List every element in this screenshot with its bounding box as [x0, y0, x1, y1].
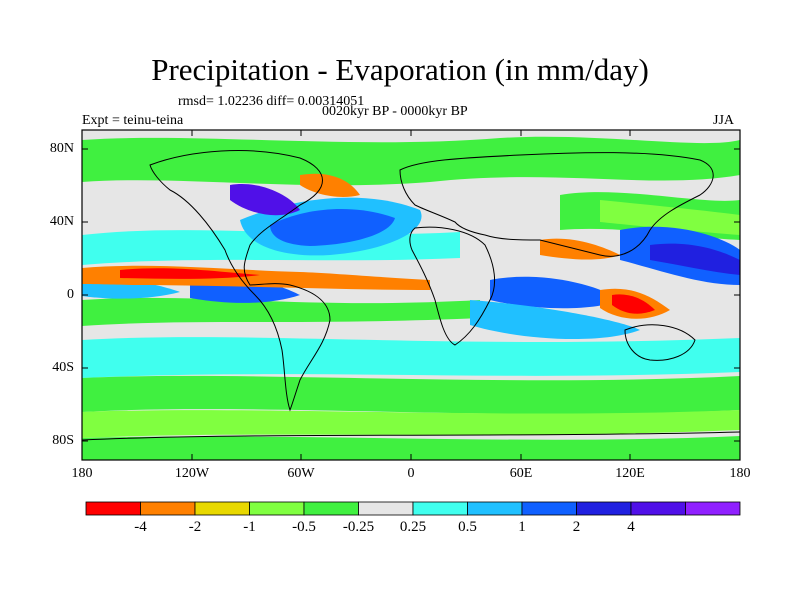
colorbar-label: -0.25: [342, 519, 375, 535]
lat-label-80n: 80N: [49, 141, 74, 156]
lon-label-0: 0: [407, 466, 415, 481]
colorbar-swatch: [630, 501, 686, 516]
page-title: Precipitation - Evaporation (in mm/day): [151, 52, 649, 87]
colorbar-swatch: [521, 501, 577, 516]
lon-label-120w: 120W: [174, 466, 210, 481]
colorbar: [85, 501, 741, 516]
coastlines: [81, 150, 741, 441]
colorbar-swatch: [358, 501, 414, 516]
colorbar-label: 2: [572, 519, 581, 535]
colorbar-label: 4: [627, 519, 635, 535]
colorbar-swatch: [576, 501, 632, 516]
colorbar-swatch: [194, 501, 250, 516]
lat-label-0: 0: [67, 287, 74, 302]
colorbar-label: 0.5: [458, 519, 477, 535]
colorbar-label: -1: [243, 519, 256, 535]
colorbar-swatch: [412, 501, 468, 516]
colorbar-swatch: [249, 501, 305, 516]
lat-label-40s: 40S: [52, 360, 74, 375]
map-field: [82, 130, 740, 460]
lat-label-80s: 80S: [52, 433, 74, 448]
stats-subtitle: rmsd= 1.02236 diff= 0.00314051: [178, 94, 365, 109]
colorbar-label: 0.25: [399, 519, 427, 535]
lon-label-180e: 180: [729, 466, 751, 481]
colorbar-swatch: [140, 501, 196, 516]
colorbar-label: 1: [518, 519, 526, 535]
colorbar-label: -4: [134, 519, 147, 535]
colorbar-label: -2: [188, 519, 202, 535]
colorbar-swatch: [467, 501, 523, 516]
colorbar-swatch: [85, 501, 141, 516]
colorbar-label: -0.5: [292, 519, 316, 535]
lat-label-40n: 40N: [49, 214, 74, 229]
experiment-label: Expt = teinu-teina: [82, 113, 184, 128]
colorbar-swatch: [303, 501, 359, 516]
colorbar-swatch: [685, 501, 741, 516]
lon-label-180w: 180: [71, 466, 93, 481]
period-subtitle: 0020kyr BP - 0000kyr BP: [322, 104, 468, 119]
lon-label-120e: 120E: [615, 466, 645, 481]
season-label: JJA: [713, 113, 735, 128]
lon-label-60w: 60W: [287, 466, 315, 481]
lon-label-60e: 60E: [509, 466, 533, 481]
axis-ticks: [81, 130, 741, 460]
